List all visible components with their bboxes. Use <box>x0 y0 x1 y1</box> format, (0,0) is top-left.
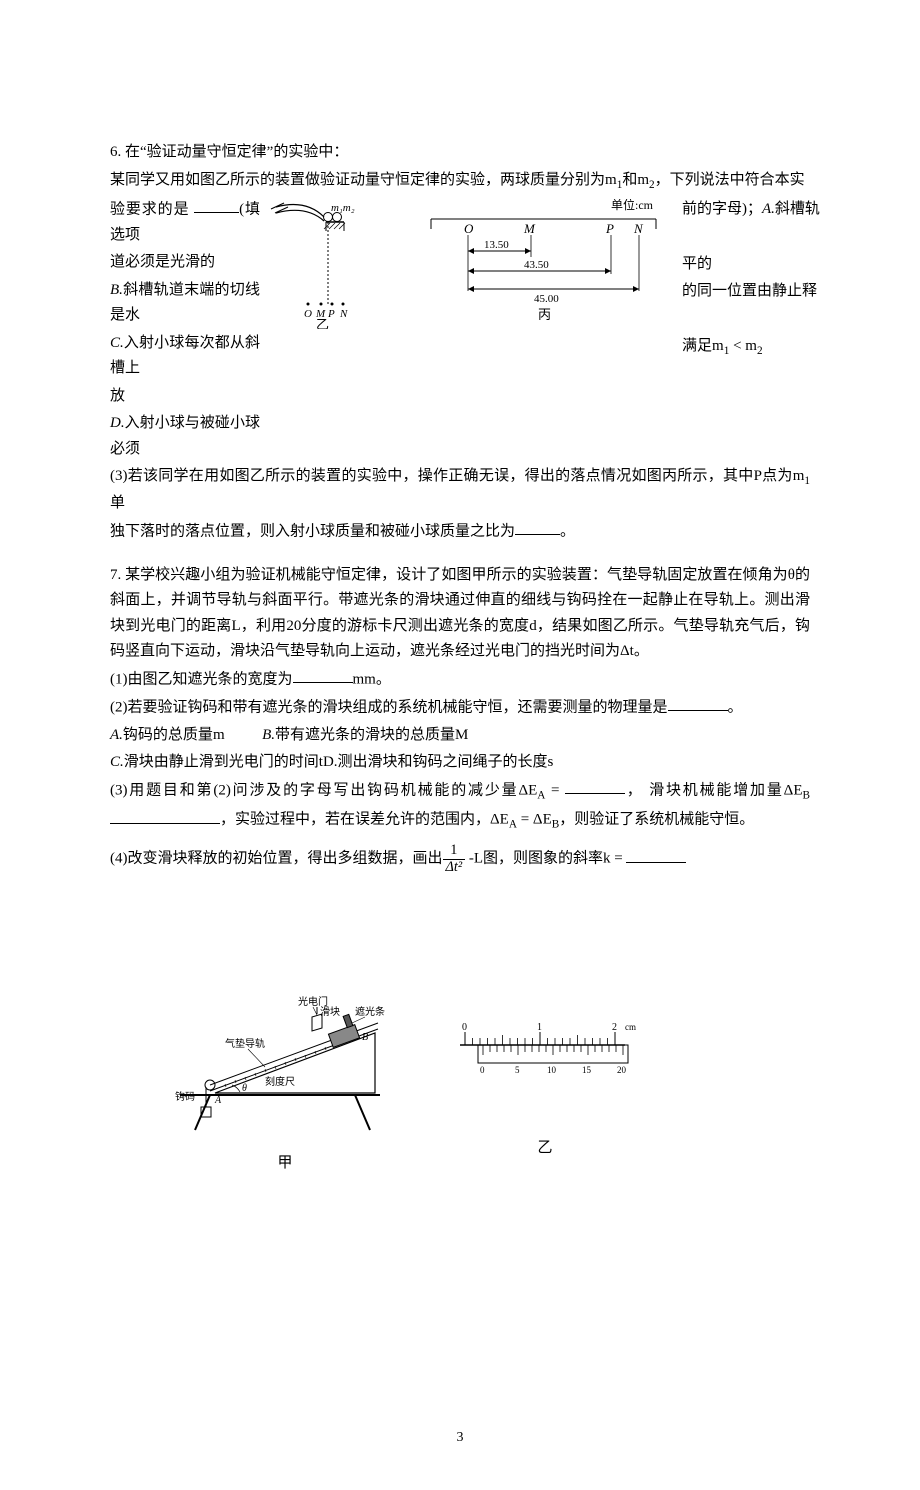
blank <box>626 846 686 863</box>
q6-wrap: 验要求的是 (填选项 道必须是光滑的 B.斜槽轨道末端的切线是水 C.入射小球每… <box>110 197 810 465</box>
svg-text:A: A <box>214 1095 222 1106</box>
svg-text:P: P <box>605 221 614 236</box>
svg-text:O: O <box>464 221 474 236</box>
svg-text:m₁m₂: m₁m₂ <box>331 202 355 214</box>
q6-number: 6. <box>110 144 121 160</box>
q7-p4: (4)改变滑块释放的初始位置，得出多组数据，画出1Δt² -L图，则图象的斜率k… <box>110 843 810 875</box>
fraction: 1Δt² <box>443 843 466 875</box>
blank <box>515 519 560 536</box>
question-7: 7. 某学校兴趣小组为验证机械能守恒定律，设计了如图甲所示的实验装置：气垫导轨固… <box>110 563 810 1177</box>
q7-intro: 7. 某学校兴趣小组为验证机械能守恒定律，设计了如图甲所示的实验装置：气垫导轨固… <box>110 563 810 665</box>
svg-text:B: B <box>362 1032 368 1043</box>
q7-p2: (2)若要验证钩码和带有遮光条的滑块组成的系统机械能守恒，还需要测量的物理量是。 <box>110 695 810 721</box>
svg-text:M: M <box>523 221 536 236</box>
svg-text:N: N <box>339 308 348 320</box>
svg-text:15: 15 <box>582 1065 592 1075</box>
svg-text:O: O <box>304 308 312 320</box>
blank <box>293 667 353 684</box>
q7-p3: (3)用题目和第(2)问涉及的字母写出钩码机械能的减少量ΔEA = ， 滑块机械… <box>110 778 810 806</box>
q6-title: 在“验证动量守恒定律”的实验中： <box>125 144 348 160</box>
q7-opts-ab: A.钩码的总质量m B.带有遮光条的滑块的总质量M <box>110 723 810 749</box>
q6-figures: m₁m₂ <box>260 197 682 331</box>
svg-text:θ: θ <box>242 1083 247 1094</box>
svg-text:5: 5 <box>515 1065 520 1075</box>
q7-figures: 气垫导轨 光电门 滑块 遮光条 钩码 刻度尺 A B θ 甲 <box>170 985 810 1176</box>
svg-text:0: 0 <box>480 1065 485 1075</box>
question-6: 6. 在“验证动量守恒定律”的实验中： 某同学又用如图乙所示的装置做验证动量守恒… <box>110 140 810 545</box>
svg-text:丙: 丙 <box>538 307 551 322</box>
blank <box>110 807 220 824</box>
svg-text:单位:cm: 单位:cm <box>611 199 654 212</box>
svg-text:10: 10 <box>547 1065 557 1075</box>
diagram-yi: m₁m₂ <box>266 199 376 329</box>
svg-text:钩码: 钩码 <box>175 1091 195 1103</box>
svg-text:0: 0 <box>462 1022 467 1033</box>
q6-title-line: 6. 在“验证动量守恒定律”的实验中： <box>110 140 810 166</box>
svg-text:43.50: 43.50 <box>524 259 549 271</box>
svg-text:13.50: 13.50 <box>484 239 509 251</box>
svg-text:45.00: 45.00 <box>534 293 559 305</box>
caption-jia: 甲 <box>170 1151 400 1177</box>
q7-number: 7. <box>110 567 121 583</box>
figure-jia: 气垫导轨 光电门 滑块 遮光条 钩码 刻度尺 A B θ 甲 <box>170 985 400 1176</box>
diagram-jia: 气垫导轨 光电门 滑块 遮光条 钩码 刻度尺 A B θ <box>170 985 400 1135</box>
svg-text:cm: cm <box>625 1022 636 1032</box>
page-number: 3 <box>110 1426 810 1450</box>
q6-intro: 某同学又用如图乙所示的装置做验证动量守恒定律的实验，两球质量分别为m1和m2，下… <box>110 168 810 195</box>
diagram-bing: 单位:cm O M P N 13.50 <box>416 199 676 329</box>
svg-text:刻度尺: 刻度尺 <box>265 1075 295 1088</box>
q7-p1: (1)由图乙知遮光条的宽度为mm。 <box>110 667 810 693</box>
q6-part3: (3)若该同学在用如图乙所示的装置的实验中，操作正确无误，得出的落点情况如图丙所… <box>110 464 810 517</box>
blank <box>565 778 625 795</box>
svg-text:20: 20 <box>617 1065 627 1075</box>
svg-text:乙: 乙 <box>316 317 329 329</box>
blank <box>194 197 239 214</box>
q7-opts-cd: C.滑块由静止滑到光电门的时间tD.测出滑块和钩码之间绳子的长度s <box>110 750 810 776</box>
svg-text:1: 1 <box>537 1022 542 1033</box>
svg-text:气垫导轨: 气垫导轨 <box>225 1037 265 1050</box>
blank <box>668 695 728 712</box>
diagram-vernier: 0 1 2 cm 0 <box>450 1020 640 1120</box>
caption-yi: 乙 <box>450 1136 640 1162</box>
svg-text:遮光条: 遮光条 <box>355 1005 385 1018</box>
figure-yi: 0 1 2 cm 0 <box>450 985 640 1176</box>
svg-text:N: N <box>633 221 644 236</box>
svg-text:滑块: 滑块 <box>320 1006 340 1018</box>
svg-text:2: 2 <box>612 1022 617 1033</box>
